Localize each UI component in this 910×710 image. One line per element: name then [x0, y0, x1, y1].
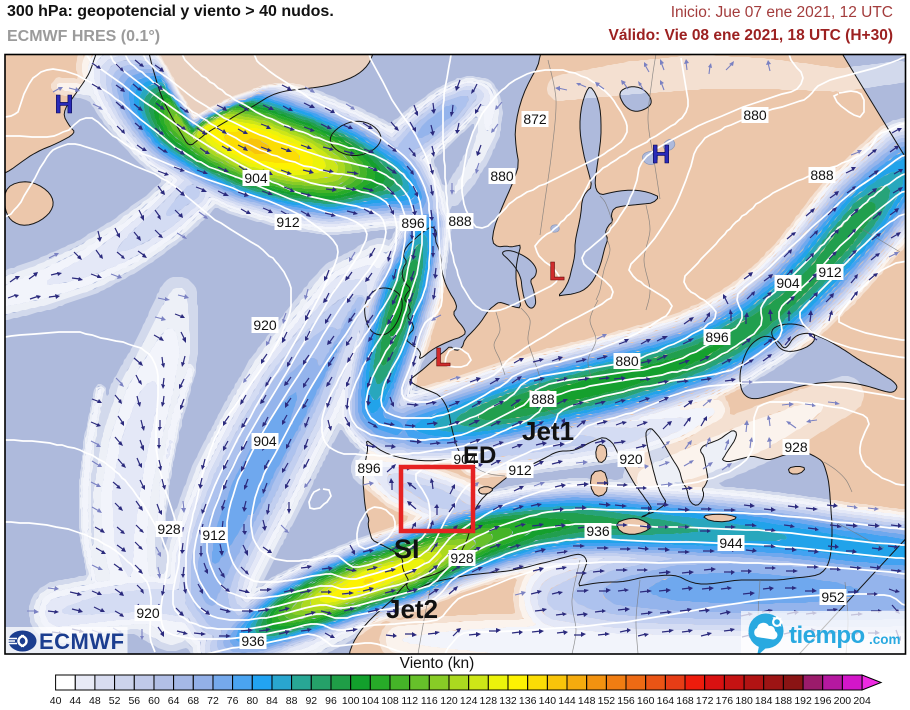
- svg-text:116: 116: [421, 695, 438, 707]
- svg-text:136: 136: [519, 695, 537, 707]
- svg-text:156: 156: [617, 695, 635, 707]
- svg-text:60: 60: [148, 695, 160, 707]
- svg-text:904: 904: [776, 275, 800, 291]
- svg-text:76: 76: [227, 695, 239, 707]
- svg-text:Jet1: Jet1: [522, 416, 574, 446]
- svg-text:888: 888: [810, 167, 834, 183]
- svg-text:ECMWF: ECMWF: [39, 629, 125, 654]
- svg-text:SI: SI: [394, 534, 420, 564]
- svg-text:148: 148: [578, 695, 596, 707]
- svg-text:196: 196: [814, 695, 832, 707]
- svg-text:928: 928: [784, 439, 808, 455]
- svg-text:952: 952: [821, 589, 845, 605]
- svg-text:124: 124: [460, 695, 478, 707]
- svg-text:120: 120: [440, 695, 458, 707]
- svg-text:872: 872: [523, 111, 547, 127]
- svg-text:128: 128: [480, 695, 498, 707]
- svg-text:72: 72: [207, 695, 219, 707]
- svg-text:896: 896: [357, 460, 381, 476]
- svg-text:92: 92: [305, 695, 317, 707]
- svg-text:912: 912: [508, 462, 532, 478]
- svg-text:168: 168: [676, 695, 694, 707]
- svg-text:888: 888: [448, 213, 472, 229]
- svg-text:904: 904: [253, 433, 277, 449]
- svg-text:48: 48: [89, 695, 101, 707]
- svg-text:912: 912: [276, 214, 300, 230]
- svg-text:Viento (kn): Viento (kn): [400, 655, 475, 672]
- svg-text:84: 84: [266, 695, 278, 707]
- svg-text:144: 144: [558, 695, 576, 707]
- svg-text:192: 192: [794, 695, 812, 707]
- svg-text:200: 200: [834, 695, 852, 707]
- svg-text:L: L: [435, 342, 451, 372]
- svg-text:176: 176: [716, 695, 734, 707]
- svg-text:64: 64: [168, 695, 180, 707]
- svg-text:912: 912: [202, 527, 226, 543]
- svg-text:204: 204: [853, 695, 871, 707]
- svg-text:152: 152: [598, 695, 616, 707]
- svg-text:Jet2: Jet2: [386, 594, 438, 624]
- svg-text:44: 44: [69, 695, 81, 707]
- svg-text:40: 40: [50, 695, 62, 707]
- svg-text:56: 56: [128, 695, 140, 707]
- svg-text:896: 896: [705, 329, 729, 345]
- svg-text:140: 140: [539, 695, 557, 707]
- svg-text:188: 188: [775, 695, 793, 707]
- svg-text:160: 160: [637, 695, 655, 707]
- svg-text:936: 936: [241, 633, 265, 649]
- svg-text:L: L: [549, 256, 565, 286]
- svg-text:920: 920: [619, 451, 643, 467]
- svg-text:880: 880: [743, 107, 767, 123]
- svg-text:920: 920: [136, 605, 160, 621]
- svg-text:904: 904: [453, 451, 477, 467]
- svg-text:936: 936: [586, 523, 610, 539]
- svg-text:104: 104: [362, 695, 380, 707]
- svg-text:108: 108: [381, 695, 399, 707]
- svg-text:H: H: [55, 89, 74, 119]
- svg-text:80: 80: [246, 695, 258, 707]
- svg-text:100: 100: [342, 695, 360, 707]
- svg-text:68: 68: [187, 695, 199, 707]
- svg-text:164: 164: [657, 695, 675, 707]
- svg-text:896: 896: [401, 215, 425, 231]
- svg-text:96: 96: [325, 695, 337, 707]
- svg-text:H: H: [652, 139, 671, 169]
- svg-text:912: 912: [818, 264, 842, 280]
- svg-text:888: 888: [531, 391, 555, 407]
- svg-text:880: 880: [490, 168, 514, 184]
- svg-text:880: 880: [615, 353, 639, 369]
- svg-text:928: 928: [450, 550, 474, 566]
- svg-text:.com: .com: [869, 632, 901, 647]
- svg-text:172: 172: [696, 695, 714, 707]
- svg-text:ED: ED: [463, 442, 496, 469]
- svg-text:184: 184: [755, 695, 773, 707]
- svg-text:920: 920: [253, 317, 277, 333]
- svg-text:944: 944: [719, 535, 743, 551]
- svg-text:132: 132: [499, 695, 517, 707]
- svg-text:904: 904: [244, 170, 268, 186]
- svg-text:928: 928: [157, 521, 181, 537]
- svg-text:52: 52: [109, 695, 121, 707]
- svg-text:tiempo: tiempo: [789, 622, 865, 649]
- svg-text:88: 88: [286, 695, 298, 707]
- svg-text:180: 180: [735, 695, 753, 707]
- svg-text:112: 112: [401, 695, 418, 707]
